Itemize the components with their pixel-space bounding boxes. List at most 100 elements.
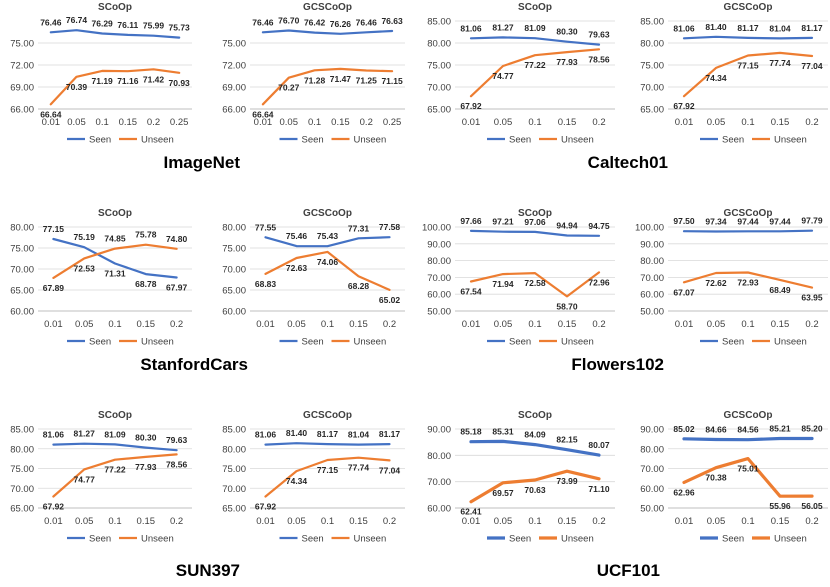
- data-label: 97.66: [460, 216, 482, 226]
- x-tick-label: 0.1: [108, 516, 121, 527]
- x-tick-label: 0.15: [119, 117, 138, 128]
- chart-panel-11: GCSCoOp 50.00 60.00 70.00 80.00 90.00 0.01 0.05…: [640, 410, 828, 545]
- x-tick-label: 0.05: [287, 516, 306, 527]
- data-label: 77.93: [556, 57, 578, 67]
- dataset-title-ucf: UCF101: [596, 561, 660, 580]
- data-label: 74.77: [74, 474, 96, 484]
- y-tick-label: 65.00: [10, 504, 34, 515]
- chart-panel-2: SCoOp 65.00 70.00 75.00 80.00 85.00 0.01 0.05 0.…: [427, 2, 615, 146]
- x-tick-label: 0.15: [137, 516, 156, 527]
- y-tick-label: 70.00: [427, 273, 451, 284]
- x-tick-label: 0.2: [360, 117, 373, 128]
- y-tick-label: 75.00: [222, 464, 246, 475]
- data-label: 77.22: [524, 60, 546, 70]
- data-label: 81.04: [348, 430, 370, 440]
- x-tick-label: 0.1: [528, 516, 541, 527]
- data-label: 81.09: [104, 429, 126, 439]
- x-tick-label: 0.1: [321, 319, 334, 330]
- data-label: 65.02: [379, 295, 401, 305]
- y-tick-label: 75.00: [10, 39, 34, 50]
- legend-unseen-label: Unseen: [774, 135, 807, 146]
- y-tick-label: 90.00: [640, 425, 664, 436]
- data-label: 85.18: [460, 427, 482, 437]
- x-tick-label: 0.1: [321, 516, 334, 527]
- x-tick-label: 0.2: [805, 516, 818, 527]
- y-tick-label: 65.00: [222, 504, 246, 515]
- legend-unseen-label: Unseen: [774, 534, 807, 545]
- data-label: 75.78: [135, 230, 157, 240]
- legend-unseen-label: Unseen: [774, 337, 807, 348]
- data-label: 81.06: [673, 23, 695, 33]
- chart-panel-0: SCoOp 66.00 69.00 72.00 75.00 0.01 0.05 0.1 0.15…: [10, 2, 192, 146]
- dataset-title-caltech: Caltech01: [587, 153, 668, 172]
- data-label: 77.55: [255, 222, 277, 232]
- x-tick-label: 0.01: [254, 117, 273, 128]
- y-tick-label: 85.00: [222, 425, 246, 436]
- x-tick-label: 0.1: [741, 117, 754, 128]
- x-tick-label: 0.2: [383, 516, 396, 527]
- data-label: 81.40: [286, 428, 308, 438]
- chart-panel-4: SCoOp 60.00 65.00 70.00 75.00 80.00 0.01 0.05 0.…: [10, 208, 192, 348]
- data-label: 76.63: [381, 16, 403, 26]
- x-tick-label: 0.15: [349, 319, 368, 330]
- data-label: 74.80: [166, 234, 188, 244]
- x-tick-label: 0.01: [675, 516, 694, 527]
- x-tick-label: 0.05: [707, 319, 726, 330]
- data-label: 74.06: [317, 257, 339, 267]
- chart-title: GCSCoOp: [724, 410, 773, 421]
- data-label: 74.34: [286, 476, 308, 486]
- data-label: 58.70: [556, 301, 578, 311]
- legend-unseen-label: Unseen: [141, 135, 174, 146]
- unseen-line: [264, 250, 391, 291]
- data-label: 69.57: [492, 488, 514, 498]
- x-tick-label: 0.1: [741, 516, 754, 527]
- x-tick-label: 0.15: [349, 516, 368, 527]
- chart-title: SCoOp: [518, 208, 552, 219]
- data-label: 81.17: [317, 429, 339, 439]
- data-label: 81.17: [737, 23, 759, 33]
- data-label: 71.19: [92, 76, 114, 86]
- data-label: 77.58: [379, 222, 401, 232]
- x-tick-label: 0.05: [75, 319, 94, 330]
- chart-panel-8: SCoOp 65.00 70.00 75.00 80.00 85.00 0.01 0.05 0.…: [10, 410, 192, 545]
- data-label: 68.78: [135, 279, 157, 289]
- y-tick-label: 66.00: [10, 105, 34, 116]
- unseen-line: [682, 271, 814, 289]
- x-tick-label: 0.01: [44, 319, 63, 330]
- data-label: 76.42: [304, 18, 326, 28]
- chart-panel-1: GCSCoOp 66.00 69.00 72.00 75.00 0.01 0.05 0.1 0.…: [222, 2, 405, 146]
- x-tick-label: 0.25: [383, 117, 402, 128]
- x-tick-label: 0.05: [280, 117, 299, 128]
- legend-unseen-label: Unseen: [561, 534, 594, 545]
- unseen-line: [264, 456, 391, 498]
- seen-line: [469, 439, 601, 457]
- y-tick-label: 70.00: [427, 83, 451, 94]
- data-label: 76.46: [252, 17, 274, 27]
- data-label: 76.11: [117, 20, 138, 30]
- y-tick-label: 70.00: [640, 464, 664, 475]
- data-label: 97.50: [673, 216, 695, 226]
- data-label: 81.27: [74, 429, 96, 439]
- data-label: 77.04: [801, 61, 823, 71]
- unseen-line: [469, 271, 601, 298]
- data-label: 72.96: [588, 277, 610, 287]
- y-tick-label: 80.00: [222, 223, 246, 234]
- data-label: 67.92: [43, 501, 65, 511]
- data-label: 67.92: [673, 101, 695, 111]
- y-tick-label: 50.00: [640, 504, 664, 515]
- data-label: 97.44: [737, 216, 759, 226]
- data-label: 71.31: [104, 268, 126, 278]
- data-label: 70.93: [169, 78, 191, 88]
- chart-title: SCoOp: [98, 208, 132, 219]
- y-tick-label: 90.00: [427, 425, 451, 436]
- x-tick-label: 0.15: [771, 516, 790, 527]
- data-label: 71.25: [356, 76, 378, 86]
- data-label: 62.96: [673, 487, 695, 497]
- chart-panel-6: SCoOp 50.00 60.00 70.00 80.00 90.00 100.00 0.01…: [422, 208, 615, 348]
- chart-title: GCSCoOp: [303, 208, 352, 219]
- data-label: 97.79: [801, 216, 823, 226]
- data-label: 70.38: [705, 473, 727, 483]
- x-tick-label: 0.01: [42, 117, 61, 128]
- data-label: 76.29: [92, 19, 114, 29]
